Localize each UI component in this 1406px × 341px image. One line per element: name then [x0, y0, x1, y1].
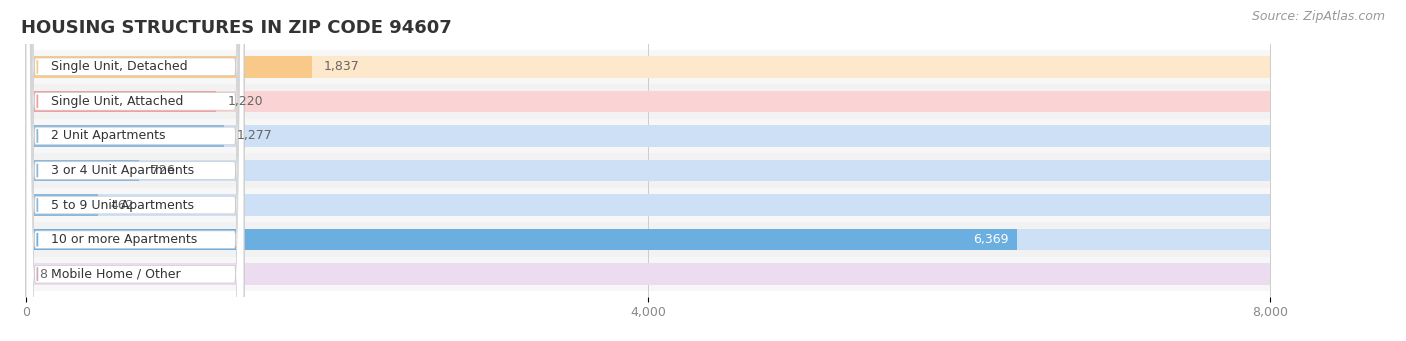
Bar	[25, 91, 1271, 112]
Text: 10 or more Apartments: 10 or more Apartments	[51, 233, 197, 246]
Bar	[25, 91, 215, 112]
FancyBboxPatch shape	[27, 0, 243, 341]
Bar	[25, 229, 1271, 250]
Bar	[25, 222, 1271, 257]
Bar	[25, 49, 1271, 84]
Text: 1,220: 1,220	[228, 95, 264, 108]
Bar	[25, 160, 139, 181]
Bar	[25, 194, 1271, 216]
Text: 726: 726	[152, 164, 174, 177]
FancyBboxPatch shape	[27, 0, 243, 341]
Bar	[25, 125, 1271, 147]
Bar	[25, 56, 1271, 77]
Text: 5 to 9 Unit Apartments: 5 to 9 Unit Apartments	[51, 198, 194, 211]
FancyBboxPatch shape	[27, 0, 243, 341]
Text: HOUSING STRUCTURES IN ZIP CODE 94607: HOUSING STRUCTURES IN ZIP CODE 94607	[21, 19, 451, 37]
FancyBboxPatch shape	[27, 0, 243, 341]
Text: Source: ZipAtlas.com: Source: ZipAtlas.com	[1251, 10, 1385, 23]
Text: 2 Unit Apartments: 2 Unit Apartments	[51, 130, 165, 143]
Text: 8: 8	[39, 268, 48, 281]
Text: 3 or 4 Unit Apartments: 3 or 4 Unit Apartments	[51, 164, 194, 177]
Bar	[25, 153, 1271, 188]
Bar	[25, 84, 1271, 119]
Text: 1,277: 1,277	[236, 130, 273, 143]
FancyBboxPatch shape	[27, 0, 243, 341]
Bar	[25, 188, 1271, 222]
Text: 6,369: 6,369	[973, 233, 1010, 246]
Text: Single Unit, Attached: Single Unit, Attached	[51, 95, 183, 108]
Bar	[25, 160, 1271, 181]
Text: 1,837: 1,837	[323, 60, 360, 73]
FancyBboxPatch shape	[27, 0, 243, 341]
Bar	[25, 264, 1271, 285]
Text: Single Unit, Detached: Single Unit, Detached	[51, 60, 187, 73]
Bar	[25, 257, 1271, 292]
Bar	[25, 229, 1017, 250]
FancyBboxPatch shape	[27, 0, 243, 341]
Bar	[25, 125, 225, 147]
Bar	[25, 119, 1271, 153]
Bar	[25, 194, 97, 216]
Text: Mobile Home / Other: Mobile Home / Other	[51, 268, 180, 281]
Text: 462: 462	[110, 198, 134, 211]
Bar	[25, 56, 312, 77]
